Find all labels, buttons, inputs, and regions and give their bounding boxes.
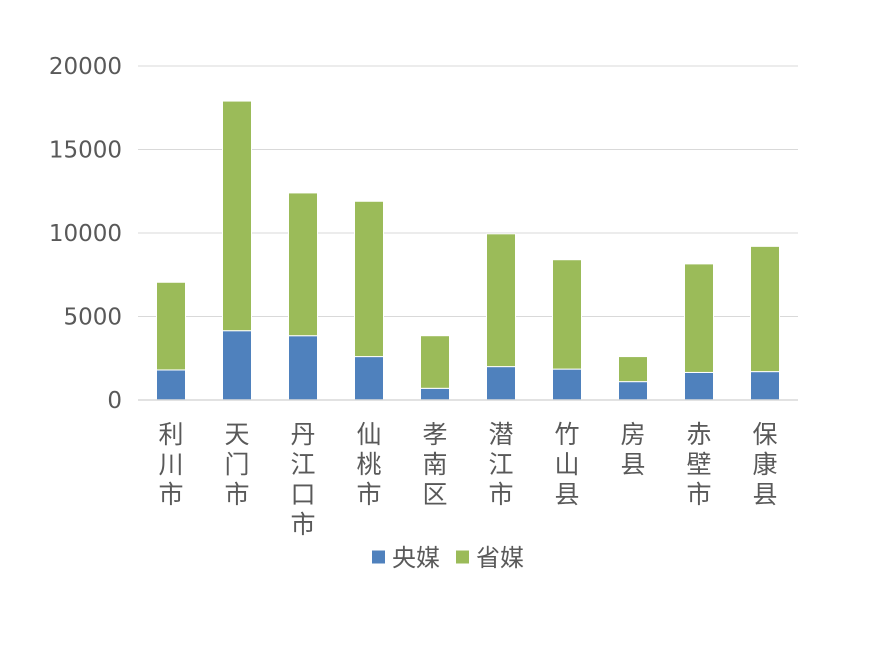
x-category-label: 丹江口市 xyxy=(290,420,315,539)
bar-shengmei-3 xyxy=(354,200,384,358)
x-category-label: 房县 xyxy=(620,420,645,479)
bar-shengmei-5 xyxy=(486,233,516,368)
y-tick-label: 5000 xyxy=(63,305,122,331)
x-category-label: 潜江市 xyxy=(488,420,513,509)
bar-yangmei-5 xyxy=(486,366,516,401)
x-category-label: 孝南区 xyxy=(422,420,447,509)
legend-label-shengmei: 省媒 xyxy=(476,544,524,572)
legend: 央媒 省媒 xyxy=(372,544,524,572)
x-category-label: 仙桃市 xyxy=(356,420,381,509)
bar-yangmei-3 xyxy=(354,356,384,401)
legend-swatch-shengmei xyxy=(456,550,469,564)
bar-yangmei-1 xyxy=(222,330,252,401)
y-tick-label: 0 xyxy=(107,388,122,414)
x-category-label: 利川市 xyxy=(158,420,183,509)
bar-shengmei-8 xyxy=(684,263,714,373)
bar-shengmei-4 xyxy=(420,335,450,389)
x-axis-category-labels: 利川市 天门市 丹江口市 仙桃市 孝南区 潜江市 竹山县 房县 赤壁市 保康县 xyxy=(158,420,777,539)
bar-yangmei-4 xyxy=(420,387,450,401)
x-category-label: 赤壁市 xyxy=(686,420,711,509)
x-category-label: 保康县 xyxy=(752,420,777,509)
bar-yangmei-0 xyxy=(156,369,186,401)
bar-shengmei-9 xyxy=(750,245,780,373)
bars xyxy=(156,100,780,401)
bar-shengmei-2 xyxy=(288,192,318,337)
bar-shengmei-1 xyxy=(222,100,252,332)
bar-yangmei-8 xyxy=(684,371,714,401)
legend-label-yangmei: 央媒 xyxy=(392,544,440,572)
bar-yangmei-7 xyxy=(618,381,648,401)
x-category-label: 天门市 xyxy=(224,420,249,509)
y-tick-label: 20000 xyxy=(49,54,122,80)
bar-shengmei-6 xyxy=(552,259,582,370)
bar-yangmei-9 xyxy=(750,371,780,401)
legend-swatch-yangmei xyxy=(372,550,385,564)
y-axis-tick-labels: 0 5000 10000 15000 20000 xyxy=(49,54,122,414)
bar-yangmei-2 xyxy=(288,335,318,401)
y-tick-label: 10000 xyxy=(49,221,122,247)
bar-shengmei-7 xyxy=(618,356,648,383)
bar-yangmei-6 xyxy=(552,368,582,401)
y-tick-label: 15000 xyxy=(49,138,122,164)
x-category-label: 竹山县 xyxy=(554,420,579,509)
bar-shengmei-0 xyxy=(156,281,186,371)
